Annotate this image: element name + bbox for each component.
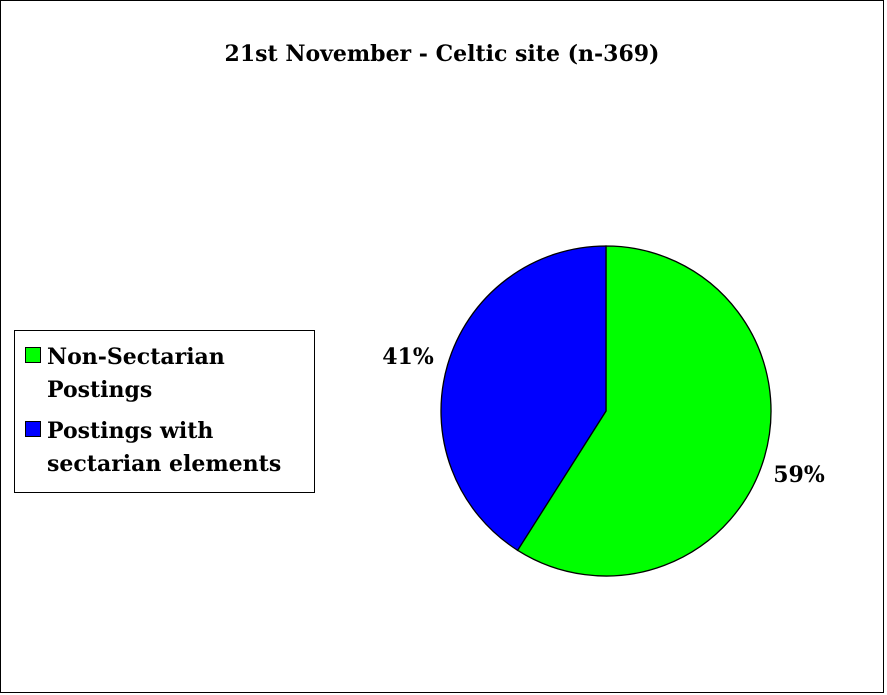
- legend-item-sectarian: Postings with sectarian elements: [25, 415, 314, 481]
- legend-swatch-sectarian: [25, 421, 41, 437]
- pie-slice-sectarian: [440, 245, 607, 552]
- legend-label-sectarian: Postings with sectarian elements: [47, 418, 282, 477]
- legend-label-non-sectarian: Non-Sectarian Postings: [47, 344, 225, 403]
- pie-slice-non-sectarian: [516, 245, 772, 577]
- legend: Non-Sectarian Postings Postings with sec…: [14, 330, 315, 493]
- chart-title: 21st November - Celtic site (n-369): [224, 41, 660, 67]
- data-label-non-sectarian: 59%: [773, 462, 825, 488]
- legend-item-non-sectarian: Non-Sectarian Postings: [25, 341, 314, 407]
- data-label-sectarian: 41%: [382, 344, 434, 370]
- legend-swatch-non-sectarian: [25, 347, 41, 363]
